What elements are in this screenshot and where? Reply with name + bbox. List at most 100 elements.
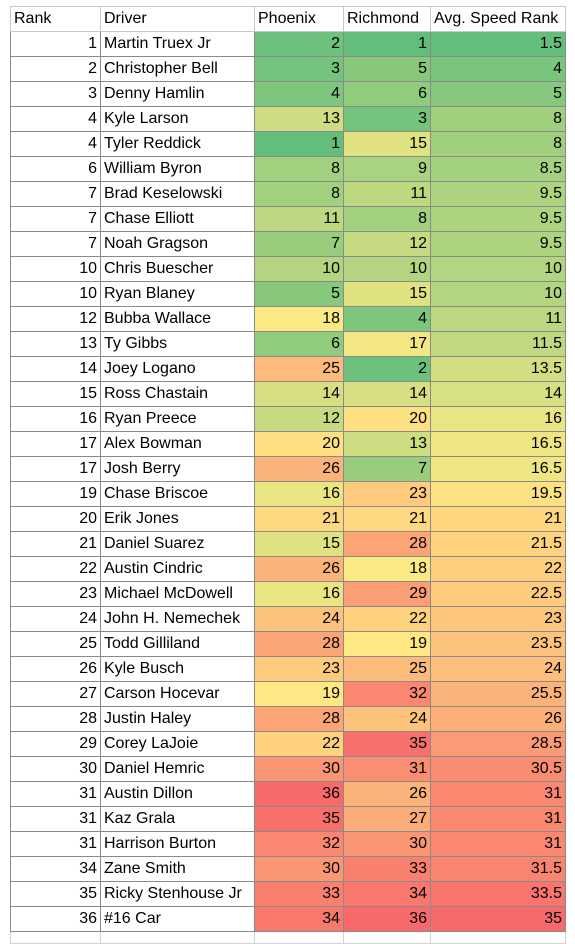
avg-speed-rank-cell[interactable]: 26 (430, 706, 566, 732)
rank-cell[interactable]: 15 (10, 381, 101, 407)
driver-cell[interactable]: Kaz Grala (100, 806, 255, 832)
rank-cell[interactable]: 25 (10, 631, 101, 657)
avg-speed-rank-cell[interactable]: 10 (430, 256, 566, 282)
phoenix-cell[interactable]: 19 (254, 681, 344, 707)
driver-cell[interactable]: Josh Berry (100, 456, 255, 482)
richmond-cell[interactable]: 17 (343, 331, 431, 357)
avg-speed-rank-cell[interactable]: 33.5 (430, 881, 566, 907)
phoenix-cell[interactable]: 32 (254, 831, 344, 857)
avg-speed-rank-cell[interactable]: 22 (430, 556, 566, 582)
richmond-cell[interactable]: 18 (343, 556, 431, 582)
phoenix-cell[interactable]: 22 (254, 731, 344, 757)
richmond-cell[interactable]: 31 (343, 756, 431, 782)
richmond-cell[interactable]: 14 (343, 381, 431, 407)
rank-cell[interactable]: 28 (10, 706, 101, 732)
driver-cell[interactable]: Ross Chastain (100, 381, 255, 407)
phoenix-cell[interactable]: 25 (254, 356, 344, 382)
header-rank[interactable]: Rank (10, 6, 101, 32)
phoenix-cell[interactable]: 30 (254, 756, 344, 782)
rank-cell[interactable]: 7 (10, 231, 101, 257)
avg-speed-rank-cell[interactable]: 9.5 (430, 231, 566, 257)
phoenix-cell[interactable]: 35 (254, 806, 344, 832)
phoenix-cell[interactable]: 13 (254, 106, 344, 132)
richmond-cell[interactable]: 4 (343, 306, 431, 332)
avg-speed-rank-cell[interactable]: 31 (430, 806, 566, 832)
driver-cell[interactable]: Bubba Wallace (100, 306, 255, 332)
avg-speed-rank-cell[interactable]: 9.5 (430, 181, 566, 207)
driver-cell[interactable]: Christopher Bell (100, 56, 255, 82)
phoenix-cell[interactable]: 2 (254, 31, 344, 57)
driver-cell[interactable]: Brad Keselowski (100, 181, 255, 207)
rank-cell[interactable]: 7 (10, 181, 101, 207)
avg-speed-rank-cell[interactable]: 13.5 (430, 356, 566, 382)
richmond-cell[interactable]: 20 (343, 406, 431, 432)
avg-speed-rank-cell[interactable]: 35 (430, 906, 566, 932)
phoenix-cell[interactable]: 26 (254, 556, 344, 582)
richmond-cell[interactable]: 23 (343, 481, 431, 507)
phoenix-cell[interactable]: 24 (254, 606, 344, 632)
avg-speed-rank-cell[interactable]: 14 (430, 381, 566, 407)
rank-cell[interactable]: 36 (10, 906, 101, 932)
phoenix-cell[interactable]: 14 (254, 381, 344, 407)
header-richmond[interactable]: Richmond (343, 6, 431, 32)
driver-cell[interactable]: Zane Smith (100, 856, 255, 882)
driver-cell[interactable]: Carson Hocevar (100, 681, 255, 707)
phoenix-cell[interactable]: 7 (254, 231, 344, 257)
avg-speed-rank-cell[interactable]: 8 (430, 131, 566, 157)
driver-cell[interactable]: Martin Truex Jr (100, 31, 255, 57)
richmond-cell[interactable]: 32 (343, 681, 431, 707)
rank-cell[interactable]: 4 (10, 106, 101, 132)
avg-speed-rank-cell[interactable]: 25.5 (430, 681, 566, 707)
richmond-cell[interactable]: 24 (343, 706, 431, 732)
rank-cell[interactable]: 3 (10, 81, 101, 107)
driver-cell[interactable]: Denny Hamlin (100, 81, 255, 107)
richmond-cell[interactable]: 15 (343, 131, 431, 157)
rank-cell[interactable]: 17 (10, 456, 101, 482)
richmond-cell[interactable]: 25 (343, 656, 431, 682)
phoenix-cell[interactable]: 20 (254, 431, 344, 457)
richmond-cell[interactable]: 8 (343, 206, 431, 232)
driver-cell[interactable]: Daniel Hemric (100, 756, 255, 782)
rank-cell[interactable]: 7 (10, 206, 101, 232)
phoenix-cell[interactable]: 28 (254, 706, 344, 732)
richmond-cell[interactable]: 26 (343, 781, 431, 807)
avg-speed-rank-cell[interactable]: 5 (430, 81, 566, 107)
avg-speed-rank-cell[interactable]: 9.5 (430, 206, 566, 232)
richmond-cell[interactable]: 27 (343, 806, 431, 832)
avg-speed-rank-cell[interactable]: 24 (430, 656, 566, 682)
richmond-cell[interactable]: 11 (343, 181, 431, 207)
driver-cell[interactable]: Ryan Blaney (100, 281, 255, 307)
avg-speed-rank-cell[interactable]: 8.5 (430, 156, 566, 182)
driver-cell[interactable]: #16 Car (100, 906, 255, 932)
driver-cell[interactable]: Austin Cindric (100, 556, 255, 582)
phoenix-cell[interactable]: 3 (254, 56, 344, 82)
rank-cell[interactable]: 17 (10, 431, 101, 457)
richmond-cell[interactable]: 21 (343, 506, 431, 532)
driver-cell[interactable]: Michael McDowell (100, 581, 255, 607)
rank-cell[interactable]: 24 (10, 606, 101, 632)
phoenix-cell[interactable]: 34 (254, 906, 344, 932)
richmond-cell[interactable]: 2 (343, 356, 431, 382)
rank-cell[interactable]: 23 (10, 581, 101, 607)
rank-cell[interactable]: 12 (10, 306, 101, 332)
avg-speed-rank-cell[interactable]: 30.5 (430, 756, 566, 782)
rank-cell[interactable]: 22 (10, 556, 101, 582)
rank-cell[interactable]: 29 (10, 731, 101, 757)
header-driver[interactable]: Driver (100, 6, 255, 32)
avg-speed-rank-cell[interactable]: 4 (430, 56, 566, 82)
phoenix-cell[interactable]: 15 (254, 531, 344, 557)
driver-cell[interactable]: Kyle Busch (100, 656, 255, 682)
avg-speed-rank-cell[interactable]: 16 (430, 406, 566, 432)
avg-speed-rank-cell[interactable]: 16.5 (430, 456, 566, 482)
rank-cell[interactable]: 10 (10, 256, 101, 282)
richmond-cell[interactable]: 9 (343, 156, 431, 182)
richmond-cell[interactable]: 29 (343, 581, 431, 607)
rank-cell[interactable]: 10 (10, 281, 101, 307)
richmond-cell[interactable]: 19 (343, 631, 431, 657)
richmond-cell[interactable]: 15 (343, 281, 431, 307)
rank-cell[interactable]: 31 (10, 806, 101, 832)
richmond-cell[interactable]: 28 (343, 531, 431, 557)
rank-cell[interactable]: 27 (10, 681, 101, 707)
rank-cell[interactable]: 2 (10, 56, 101, 82)
phoenix-cell[interactable]: 30 (254, 856, 344, 882)
